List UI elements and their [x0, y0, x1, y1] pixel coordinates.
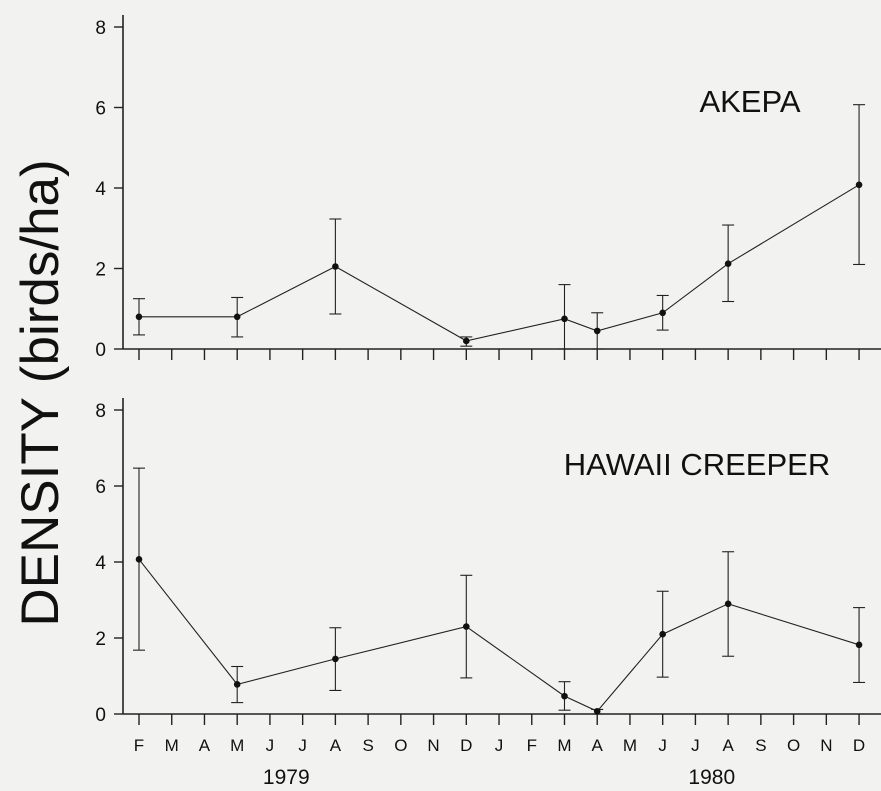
data-point: [463, 623, 470, 630]
akepa-panel: 0 2 4 6 8 AKEPA: [95, 15, 881, 361]
x-tick-label: A: [330, 736, 342, 755]
data-point: [233, 313, 241, 321]
y-tick-label: 6: [95, 99, 106, 120]
data-point: [659, 309, 666, 317]
y-tick-label: 2: [95, 260, 106, 281]
x-tick-label: O: [787, 736, 800, 755]
panel-title: AKEPA: [699, 84, 800, 119]
data-point: [135, 556, 143, 563]
x-tick-label: J: [658, 736, 667, 755]
data-point: [855, 181, 863, 189]
data-point: [332, 655, 339, 663]
data-point: [332, 263, 339, 270]
x-tick-label: D: [853, 736, 865, 755]
series-line: [139, 184, 860, 342]
y-tick-label: 4: [95, 179, 106, 200]
y-tick-label: 6: [95, 477, 106, 498]
data-point: [724, 260, 732, 267]
x-axis-year-labels: 1979 1980: [263, 766, 735, 789]
x-tick-label: N: [820, 736, 832, 755]
y-tick-label: 8: [95, 401, 106, 422]
data-point: [659, 630, 666, 638]
hawaii-creeper-panel: 0 2 4 6 8 HAWAII CREEPER: [95, 398, 881, 726]
x-tick-label: M: [623, 736, 637, 755]
y-tick-label: 8: [95, 18, 106, 39]
x-tick-label: S: [362, 736, 373, 755]
panel-title: HAWAII CREEPER: [564, 447, 830, 482]
data-point: [561, 692, 568, 700]
x-tick-label: S: [755, 736, 766, 755]
data-point: [593, 708, 601, 715]
x-tick-label: J: [691, 736, 700, 755]
data-point: [724, 600, 732, 608]
y-tick-label: 2: [95, 629, 106, 650]
data-point: [135, 313, 143, 321]
x-tick-label: M: [230, 736, 244, 755]
x-tick-label: M: [165, 736, 179, 755]
x-tick-label: F: [527, 736, 537, 755]
y-axis-label: DENSITY (birds/ha): [11, 159, 70, 626]
x-tick-label: J: [298, 736, 307, 755]
x-tick-label: N: [427, 736, 439, 755]
x-tick-label: D: [460, 736, 472, 755]
year-label: 1979: [263, 766, 310, 789]
y-tick-label: 0: [95, 705, 106, 726]
year-label: 1980: [688, 766, 735, 789]
x-tick-label: A: [592, 736, 604, 755]
y-tick-label: 4: [95, 553, 106, 574]
x-tick-label: O: [394, 736, 407, 755]
x-tick-label: F: [134, 736, 144, 755]
data-point: [233, 681, 241, 688]
x-tick-label: A: [722, 736, 734, 755]
x-tick-label: A: [199, 736, 211, 755]
x-tick-label: J: [495, 736, 504, 755]
data-point: [855, 641, 863, 649]
y-tick-label: 0: [95, 340, 106, 361]
data-point: [463, 337, 470, 345]
series-line: [138, 558, 860, 712]
x-tick-label: M: [557, 736, 571, 755]
data-point: [561, 315, 568, 323]
x-tick-label: J: [266, 736, 275, 755]
data-point: [593, 327, 601, 335]
